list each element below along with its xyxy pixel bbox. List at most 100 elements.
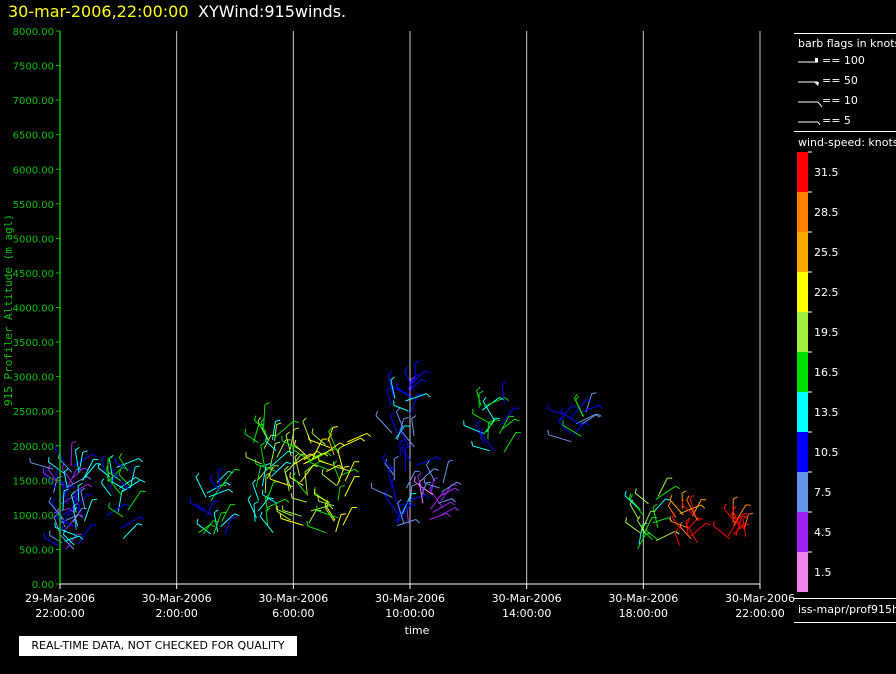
wind-barb-flag [689, 494, 694, 499]
wind-barb [263, 404, 266, 427]
wind-barb [401, 493, 412, 515]
wind-barb [637, 533, 647, 549]
wind-barb [416, 456, 438, 466]
wind-barb [217, 471, 221, 489]
wind-barb [501, 384, 506, 405]
wind-barb [482, 401, 496, 422]
wind-barb-flag [686, 495, 690, 500]
wind-barb [727, 516, 741, 537]
wind-barb-flag [478, 390, 484, 394]
x-tick-label: 30-Mar-2006 [375, 592, 445, 605]
wind-barb-flag [92, 453, 98, 458]
wind-barb [388, 470, 393, 488]
x-tick-label: 30-Mar-2006 [142, 592, 212, 605]
wind-barb-flag [44, 469, 48, 475]
wind-barb-flag [317, 455, 320, 461]
wind-barb-flag [106, 465, 108, 472]
wind-barb [275, 420, 295, 437]
y-axis-label: 915 Profiler Altitude (m agl) [2, 214, 15, 406]
wind-barb [371, 487, 393, 498]
wind-barb-flag [437, 456, 442, 461]
wind-barb [30, 462, 54, 470]
wind-barb [422, 468, 435, 479]
wind-barb [198, 523, 211, 534]
wind-barb-flag [70, 485, 76, 488]
wind-barb [669, 499, 684, 516]
wind-barb [670, 520, 688, 529]
wind-barb [60, 514, 69, 533]
wind-barb [308, 510, 317, 524]
axes: 0.00 500.00 1000.00 1500.00 2000.00 2500.00 30… [13, 27, 795, 620]
wind-barb [55, 526, 77, 537]
wind-barb [340, 468, 355, 476]
wind-barb-flag [476, 386, 481, 392]
wind-barb-flag [391, 477, 396, 482]
plot-product-title: XYWind:915winds. [198, 2, 347, 21]
wind-barb [70, 443, 73, 467]
speed-legend-title: wind-speed: knots [798, 136, 896, 149]
x-tick-label: 29-Mar-2006 [25, 592, 95, 605]
wind-barb-flag [450, 501, 456, 506]
wind-barb [84, 463, 97, 478]
wind-barb-flag [91, 524, 97, 526]
wind-barb-flag [584, 422, 590, 426]
wind-barb [285, 434, 292, 457]
wind-barb [255, 466, 262, 488]
wind-barb-flag [681, 499, 684, 505]
wind-barb [64, 535, 80, 542]
wind-barb [59, 533, 75, 550]
y-tick-label: 1000.00 [13, 511, 54, 522]
wind-barb-flag [338, 464, 344, 469]
wind-barb-flag [417, 393, 423, 396]
wind-barb [655, 530, 676, 542]
wind-barb [344, 476, 356, 497]
wind-barb [83, 499, 93, 522]
wind-barb [483, 419, 496, 434]
wind-barb-flag [301, 453, 307, 456]
wind-barb [58, 507, 77, 518]
wind-barb [300, 465, 314, 483]
wind-barb-flag [423, 478, 426, 484]
wind-barb [410, 494, 427, 501]
wind-barb-flag [265, 507, 271, 512]
speed-legend-label: 16.5 [814, 366, 839, 379]
wind-barb-flag [140, 490, 146, 493]
wind-barb-flag [397, 499, 402, 504]
wind-barb [80, 490, 86, 508]
wind-barb-flag [265, 494, 270, 498]
wind-barb [409, 370, 426, 386]
wind-barb [266, 465, 275, 479]
wind-barb [414, 362, 416, 383]
wind-barb [284, 469, 290, 492]
wind-barb-flag [264, 402, 270, 406]
wind-barb [417, 476, 425, 495]
wind-barb-flag [705, 522, 711, 526]
wind-barb-flag [247, 495, 252, 500]
wind-barb-flag [217, 468, 223, 472]
wind-barb-flag [135, 465, 141, 468]
wind-barb [294, 456, 301, 476]
y-tick-label: 6500.00 [13, 131, 54, 142]
wind-barb [254, 419, 267, 433]
wind-barb-flag [234, 513, 240, 517]
wind-barb [61, 467, 74, 485]
wind-barb-flag [675, 485, 681, 490]
wind-barb-flag [488, 419, 494, 423]
wind-barb [257, 467, 269, 481]
wind-barb [733, 504, 747, 526]
wind-barb [679, 526, 692, 540]
speed-legend-label: 1.5 [814, 566, 832, 579]
wind-barb [111, 481, 125, 490]
wind-barb [561, 411, 582, 426]
wind-barb [263, 435, 272, 450]
wind-barb-flag [63, 468, 69, 473]
speed-color-swatch [797, 192, 808, 232]
wind-barb [390, 416, 399, 435]
wind-barb [437, 498, 453, 504]
wind-barb [681, 493, 684, 509]
wind-barb-flag [293, 427, 300, 430]
wind-barb [733, 523, 745, 536]
wind-barb [262, 494, 278, 504]
wind-barb [393, 404, 409, 412]
wind-barb [270, 450, 289, 467]
